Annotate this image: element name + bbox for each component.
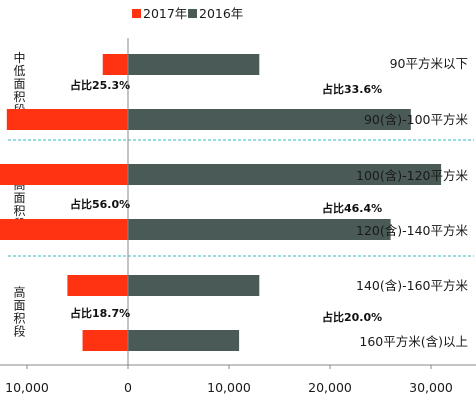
group-separators: [8, 139, 474, 257]
share-2017-label: 占比56.0%: [70, 197, 130, 211]
category-label: 140(含)-160平方米: [356, 278, 468, 293]
share-2016-label: 占比33.6%: [322, 82, 382, 96]
x-tick-label: 10,000: [207, 380, 251, 395]
x-tick-label: 0: [124, 380, 132, 395]
bar-2017-4: [0, 219, 128, 240]
x-tick-label: 10,000: [5, 380, 49, 395]
category-label: 90(含)-100平方米: [364, 112, 469, 127]
bar-2017-2: [6, 109, 128, 130]
category-label: 120(含)-140平方米: [356, 223, 468, 238]
legend-swatch-2: [188, 9, 197, 18]
bar-2017-1: [102, 54, 128, 75]
x-tick-label: 30,000: [409, 380, 453, 395]
category-label: 160平方米(含)以上: [359, 334, 468, 349]
legend-label-1: 2017年: [143, 6, 187, 21]
bar-2016-2: [128, 109, 411, 130]
bar-2016-5: [128, 275, 260, 296]
share-2016-label: 占比20.0%: [322, 310, 382, 324]
bar-2016-4: [128, 219, 391, 240]
x-tick-label: 20,000: [308, 380, 352, 395]
share-2017-label: 占比18.7%: [70, 306, 130, 320]
bar-2017-6: [82, 330, 128, 351]
bar-2016-1: [128, 54, 260, 75]
chart-legend: 2017年 2016年: [132, 6, 243, 21]
share-labels: 占比25.3% 占比33.6% 占比56.0% 占比46.4% 占比18.7% 占比20.…: [70, 78, 382, 324]
group-label-3: 高面积段: [12, 285, 26, 338]
bar-2016-3: [128, 164, 442, 185]
bar-2016-6: [128, 330, 240, 351]
bar-2017-5: [67, 275, 128, 296]
share-2017-label: 占比25.3%: [70, 78, 130, 92]
category-labels: 90平方米以下 90(含)-100平方米 100(含)-120平方米 120(含)-1…: [356, 56, 468, 349]
group-label-1: 中低面积段: [12, 50, 26, 116]
bar-marks: [0, 54, 442, 351]
bar-2017-3: [0, 164, 128, 185]
share-2016-label: 占比46.4%: [322, 201, 382, 215]
legend-label-2: 2016年: [199, 6, 243, 21]
legend-swatch-1: [132, 9, 141, 18]
category-label: 100(含)-120平方米: [356, 168, 468, 183]
category-label: 90平方米以下: [390, 56, 468, 71]
